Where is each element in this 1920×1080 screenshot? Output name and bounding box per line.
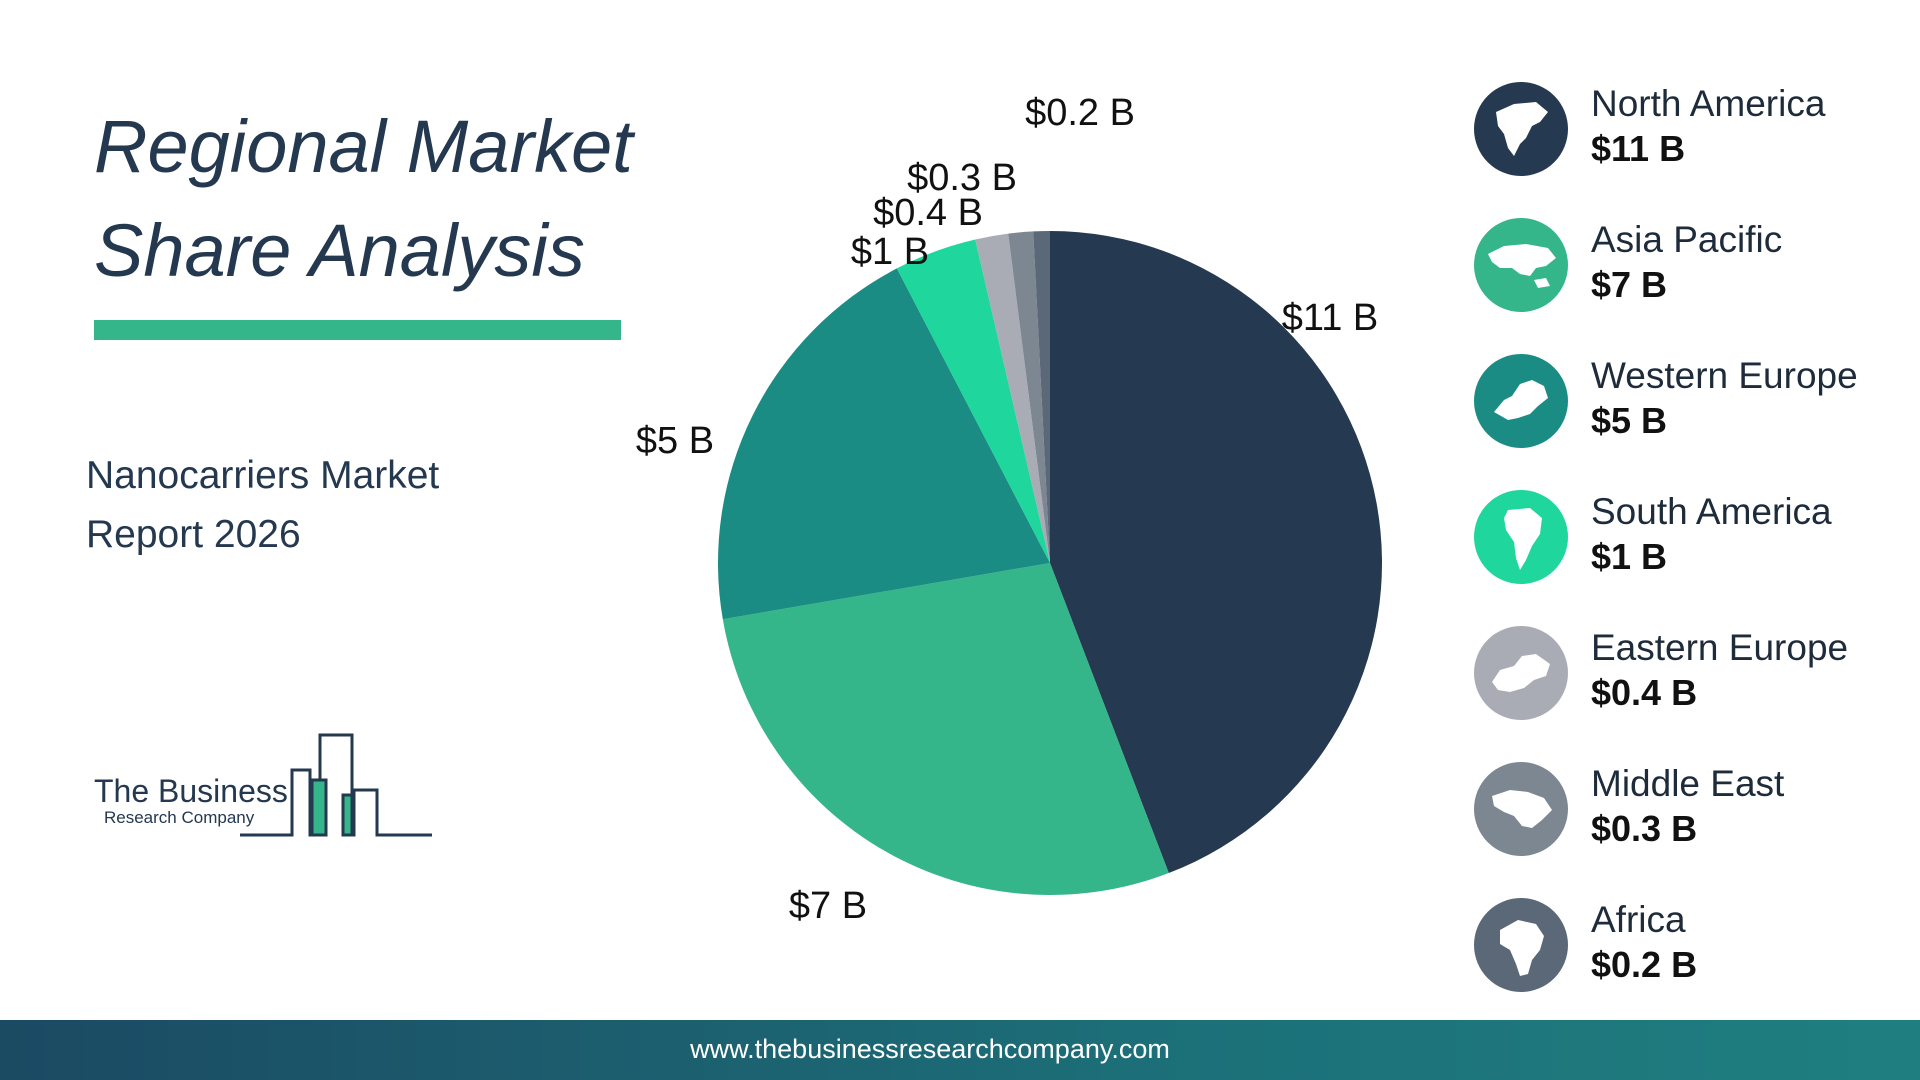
- pie-slice-south-america: [896, 239, 1050, 564]
- legend-name: South America: [1591, 491, 1832, 532]
- legend-value: $11 B: [1591, 128, 1686, 169]
- logo-bars-icon: [240, 733, 432, 837]
- footer-url[interactable]: www.thebusinessresearchcompany.com: [690, 1034, 1170, 1064]
- south-america-map-icon: [1474, 490, 1568, 584]
- legend-item: Africa $0.2 B: [1474, 898, 1904, 998]
- legend-value: $7 B: [1591, 264, 1668, 305]
- legend-value: $0.3 B: [1591, 808, 1698, 849]
- legend-item: Asia Pacific $7 B: [1474, 218, 1904, 318]
- pie-chart: $11 B $7 B $5 B $1 B$0.4 B$0.3 B$0.2 B: [636, 92, 1382, 927]
- pie-slice-africa: [1033, 231, 1050, 563]
- eastern-europe-map-icon: [1474, 626, 1568, 720]
- legend-item: North America $11 B: [1474, 82, 1904, 182]
- legend-value: $5 B: [1591, 400, 1668, 441]
- pie-slice-north-america: [1050, 231, 1382, 874]
- pie-slice-western-europe: [718, 268, 1050, 620]
- report-subtitle: Nanocarriers Market Report 2026: [86, 454, 440, 556]
- legend-value: $1 B: [1591, 536, 1668, 577]
- page-title: Regional Market Share Analysis: [94, 105, 633, 292]
- africa-map-icon: [1474, 898, 1568, 992]
- slice-label-western-europe: $5 B: [636, 420, 714, 462]
- logo-name-line1: The Business: [94, 773, 288, 809]
- logo-name-line2: Research Company: [104, 808, 255, 827]
- footer-bar: www.thebusinessresearchcompany.com: [0, 1020, 1920, 1080]
- legend-value: $0.2 B: [1591, 944, 1698, 985]
- legend-name: Africa: [1591, 899, 1686, 940]
- legend-value: $0.4 B: [1591, 672, 1698, 713]
- slice-label-north-america: $11 B: [1282, 297, 1378, 339]
- slice-label-middle-east: $0.3 B: [907, 157, 1017, 199]
- legend-name: Asia Pacific: [1591, 219, 1783, 260]
- title-underline: [94, 320, 621, 340]
- legend-name: North America: [1591, 83, 1826, 124]
- slice-label-eastern-europe: $0.4 B: [873, 192, 983, 234]
- legend-name: Eastern Europe: [1591, 627, 1849, 668]
- slice-label-africa: $0.2 B: [1025, 92, 1135, 134]
- legend-name: Western Europe: [1591, 355, 1858, 396]
- slice-label-south-america: $1 B: [851, 231, 929, 273]
- legend-name: Middle East: [1591, 763, 1785, 804]
- asia-pacific-map-icon: [1474, 218, 1568, 312]
- slice-label-asia-pacific: $7 B: [789, 885, 867, 927]
- legend-item: Eastern Europe $0.4 B: [1474, 626, 1904, 726]
- western-europe-map-icon: [1474, 354, 1568, 448]
- legend-item: Western Europe $5 B: [1474, 354, 1904, 454]
- legend-item: Middle East $0.3 B: [1474, 762, 1904, 862]
- middle-east-map-icon: [1474, 762, 1568, 856]
- company-logo: The Business Research Company: [92, 730, 437, 840]
- pie-slice-middle-east: [1008, 231, 1050, 563]
- legend-item: South America $1 B: [1474, 490, 1904, 590]
- pie-slice-eastern-europe: [975, 233, 1050, 563]
- north-america-map-icon: [1474, 82, 1568, 176]
- pie-slice-asia-pacific: [722, 563, 1169, 895]
